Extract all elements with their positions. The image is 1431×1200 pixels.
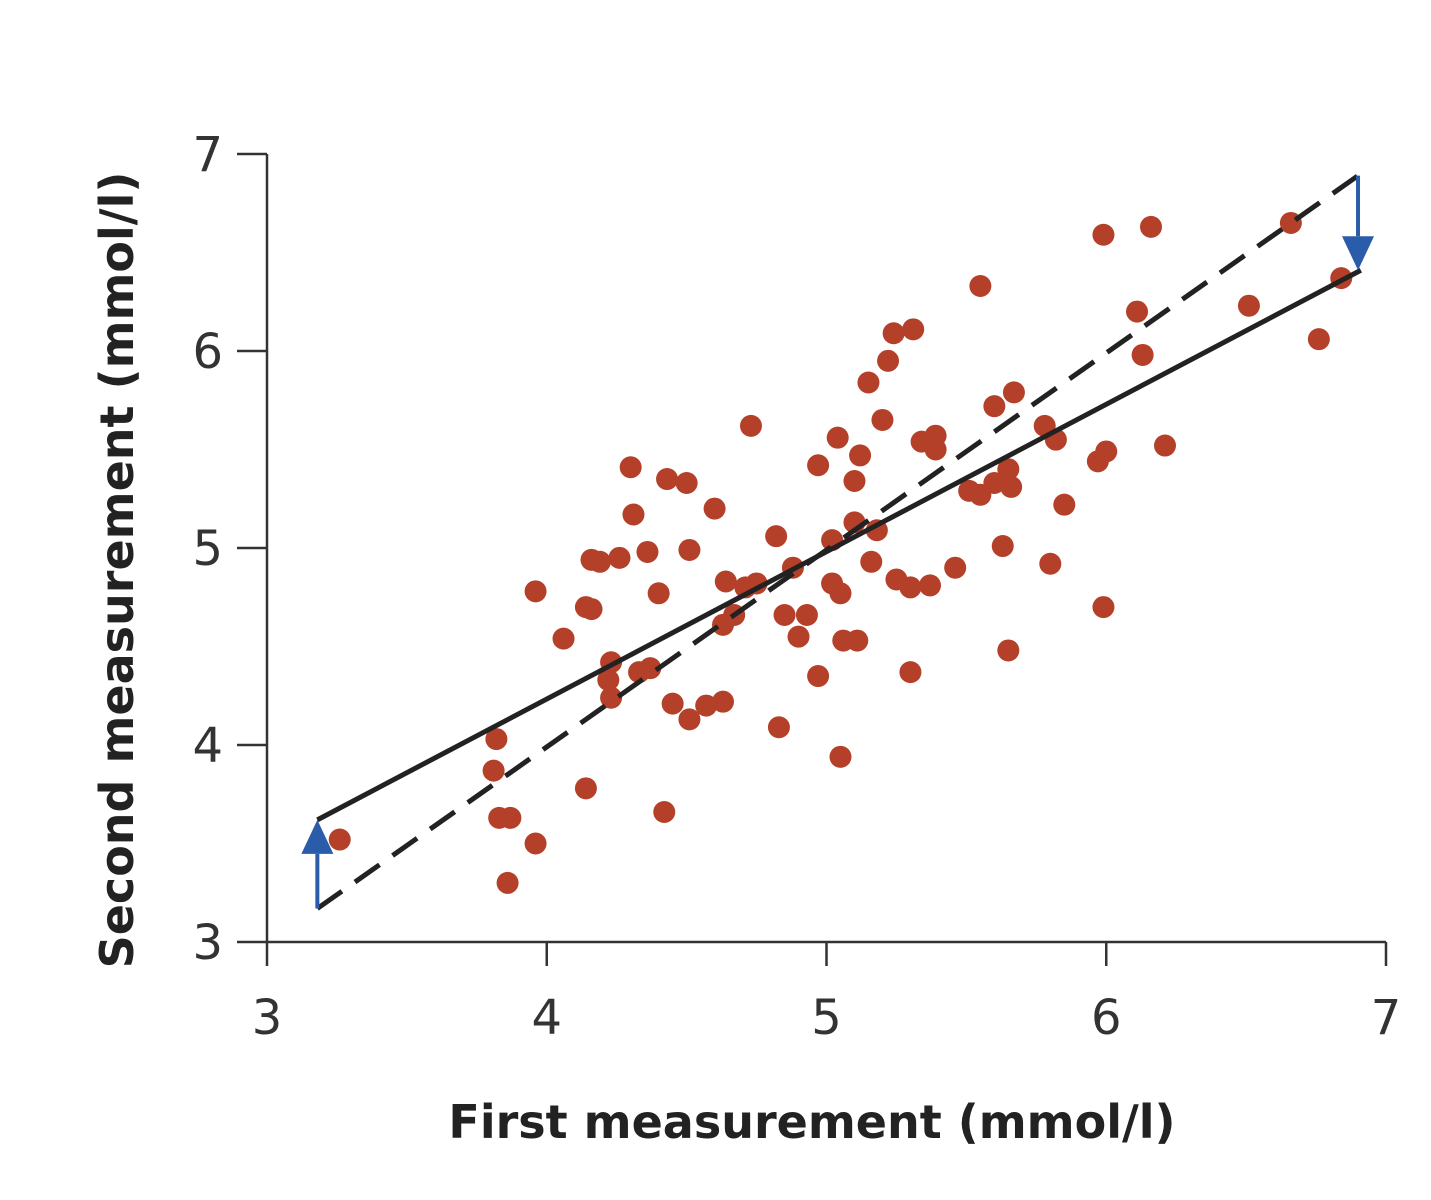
data-point [639, 657, 662, 680]
data-point [675, 471, 698, 494]
data-point [795, 603, 818, 626]
data-point [714, 570, 737, 593]
x-tick-label: 4 [531, 990, 562, 1046]
arrow-head-icon [1342, 236, 1375, 271]
data-point [1000, 475, 1023, 498]
data-point [829, 582, 852, 605]
data-point [695, 694, 718, 717]
data-point [636, 540, 659, 563]
x-tick-label: 7 [1371, 990, 1402, 1046]
data-point [773, 603, 796, 626]
data-point [843, 470, 866, 493]
data-point [807, 454, 830, 477]
data-point [1092, 223, 1115, 246]
data-point [1092, 596, 1115, 619]
data-point [739, 414, 762, 437]
data-point [857, 371, 880, 394]
data-point [902, 318, 925, 341]
data-point [1002, 381, 1025, 404]
data-point [622, 503, 645, 526]
data-point [653, 800, 676, 823]
data-point [608, 546, 631, 569]
data-point [882, 322, 905, 345]
regression-line [316, 268, 1362, 823]
data-point [871, 408, 894, 431]
x-tick-label: 3 [252, 990, 283, 1046]
arrow-head-icon [301, 819, 334, 854]
data-point [1140, 215, 1163, 238]
data-point [1053, 493, 1076, 516]
data-point [829, 745, 852, 768]
identity-line-dashed [315, 173, 1360, 911]
data-point [1039, 552, 1062, 575]
data-point [899, 661, 922, 684]
data-point [860, 550, 883, 573]
data-point [574, 777, 597, 800]
x-tick-label: 6 [1091, 990, 1122, 1046]
x-axis-label: First measurement (mmol/l) [448, 1095, 1175, 1149]
y-tick-label: 5 [192, 521, 223, 577]
data-point [711, 690, 734, 713]
data-point [826, 426, 849, 449]
data-point [524, 580, 547, 603]
data-point [661, 692, 684, 715]
data-point [787, 625, 810, 648]
data-point [1131, 343, 1154, 366]
y-tick-label: 7 [192, 127, 223, 183]
data-point [877, 349, 900, 372]
data-point [849, 444, 872, 467]
data-point [983, 395, 1006, 418]
data-point [678, 708, 701, 731]
data-point [767, 716, 790, 739]
data-point [1126, 300, 1149, 323]
data-point [983, 471, 1006, 494]
data-point [807, 665, 830, 688]
axes: 3 4 5 6 7 3 4 5 6 7 [192, 127, 1401, 1046]
y-tick-label: 4 [192, 718, 223, 774]
data-point [588, 550, 611, 573]
data-point [703, 497, 726, 520]
data-point [846, 629, 869, 652]
data-point [1237, 294, 1260, 317]
y-axis-label: Second measurement (mmol/l) [90, 172, 144, 969]
data-point [678, 538, 701, 561]
data-point [485, 728, 508, 751]
data-point [619, 456, 642, 479]
data-point [899, 576, 922, 599]
data-point [991, 535, 1014, 558]
data-point [1095, 440, 1118, 463]
data-point [597, 668, 620, 691]
data-point [496, 871, 519, 894]
data-point [580, 598, 603, 621]
data-point [919, 574, 942, 597]
data-point [524, 832, 547, 855]
data-point [944, 556, 967, 579]
data-point [997, 639, 1020, 662]
data-point [656, 468, 679, 491]
data-point [552, 627, 575, 650]
data-point [969, 274, 992, 297]
data-point [499, 806, 522, 829]
plot-marks [301, 173, 1375, 911]
data-point [482, 759, 505, 782]
y-tick-label: 6 [192, 324, 223, 380]
data-point [1307, 328, 1330, 351]
x-tick-label: 5 [811, 990, 842, 1046]
y-tick-label: 3 [192, 915, 223, 971]
data-point [924, 438, 947, 461]
data-point [647, 582, 670, 605]
data-point [997, 458, 1020, 481]
data-point [600, 686, 623, 709]
data-point [328, 828, 351, 851]
data-point [765, 525, 788, 548]
data-point [1153, 434, 1176, 457]
